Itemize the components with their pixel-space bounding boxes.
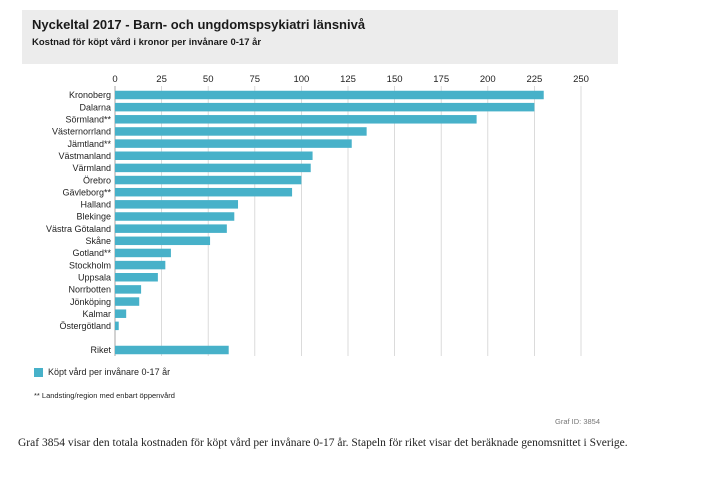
graph-id: Graf ID: 3854 bbox=[555, 417, 601, 426]
x-tick-label: 250 bbox=[573, 74, 589, 85]
footnote: ** Landsting/region med enbart öppenvård bbox=[34, 391, 175, 400]
x-tick-label: 0 bbox=[112, 74, 117, 85]
bar bbox=[115, 187, 293, 197]
bar bbox=[115, 102, 535, 112]
bar bbox=[115, 175, 302, 185]
bar bbox=[115, 139, 352, 148]
bar bbox=[115, 309, 127, 318]
x-tick-label: 150 bbox=[387, 74, 403, 85]
category-label: Skåne bbox=[85, 236, 111, 246]
category-label: Halland bbox=[80, 200, 111, 210]
legend: Köpt vård per invånare 0-17 år bbox=[34, 367, 170, 377]
bar bbox=[115, 248, 171, 258]
x-tick-label: 200 bbox=[480, 74, 496, 85]
category-label: Stockholm bbox=[69, 260, 111, 270]
category-label: Dalarna bbox=[79, 102, 111, 112]
bar bbox=[115, 273, 158, 282]
legend-swatch bbox=[34, 367, 43, 377]
category-label: Östergötland bbox=[59, 321, 111, 331]
bar bbox=[115, 285, 142, 294]
bar bbox=[115, 224, 227, 233]
category-label: Blekinge bbox=[76, 212, 111, 222]
category-label: Jönköping bbox=[70, 297, 111, 307]
bar bbox=[115, 236, 211, 246]
category-label: Sörmland** bbox=[65, 115, 111, 125]
category-labels: Kronoberg Dalarna Sörmland** Västernorrland… bbox=[46, 90, 112, 355]
category-label: Gotland** bbox=[72, 248, 111, 258]
category-label: Västra Götaland bbox=[46, 224, 111, 234]
legend-label: Köpt vård per invånare 0-17 år bbox=[48, 367, 171, 377]
bar bbox=[115, 127, 367, 136]
x-tick-label: 100 bbox=[293, 74, 309, 85]
gridlines bbox=[114, 86, 582, 356]
bars bbox=[115, 90, 544, 355]
bar bbox=[115, 163, 311, 173]
category-label: Riket bbox=[90, 345, 111, 355]
chart-subtitle: Kostnad för köpt vård i kronor per invån… bbox=[32, 37, 262, 48]
x-tick-label: 50 bbox=[203, 74, 214, 85]
bar bbox=[115, 115, 477, 124]
x-tick-label: 125 bbox=[340, 74, 356, 85]
x-axis-ticks: 0 25 50 75 100 125 150 175 200 225 250 bbox=[112, 74, 589, 85]
category-label: Västernorrland bbox=[52, 127, 111, 137]
category-label: Kalmar bbox=[82, 309, 111, 319]
category-label: Värmland bbox=[72, 163, 111, 173]
category-label: Gävleborg** bbox=[62, 187, 111, 197]
bar bbox=[115, 90, 544, 100]
category-label: Norrbotten bbox=[68, 285, 111, 295]
bar bbox=[115, 321, 119, 331]
category-label: Uppsala bbox=[78, 272, 111, 282]
bar bbox=[115, 151, 313, 160]
x-tick-label: 225 bbox=[526, 74, 542, 85]
bar bbox=[115, 260, 166, 270]
category-label: Kronoberg bbox=[69, 90, 111, 100]
chart-title: Nyckeltal 2017 - Barn- och ungdomspsykia… bbox=[32, 17, 366, 32]
bar bbox=[115, 345, 229, 355]
category-label: Västmanland bbox=[58, 151, 111, 161]
x-tick-label: 25 bbox=[156, 74, 167, 85]
x-tick-label: 175 bbox=[433, 74, 449, 85]
bar bbox=[115, 297, 140, 306]
chart-header-band bbox=[22, 10, 618, 64]
category-label: Jämtland** bbox=[67, 139, 111, 149]
bar bbox=[115, 212, 235, 221]
x-tick-label: 75 bbox=[250, 74, 261, 85]
bar bbox=[115, 200, 239, 209]
category-label: Örebro bbox=[83, 175, 111, 185]
figure-caption: Graf 3854 visar den totala kostnaden för… bbox=[18, 437, 628, 449]
